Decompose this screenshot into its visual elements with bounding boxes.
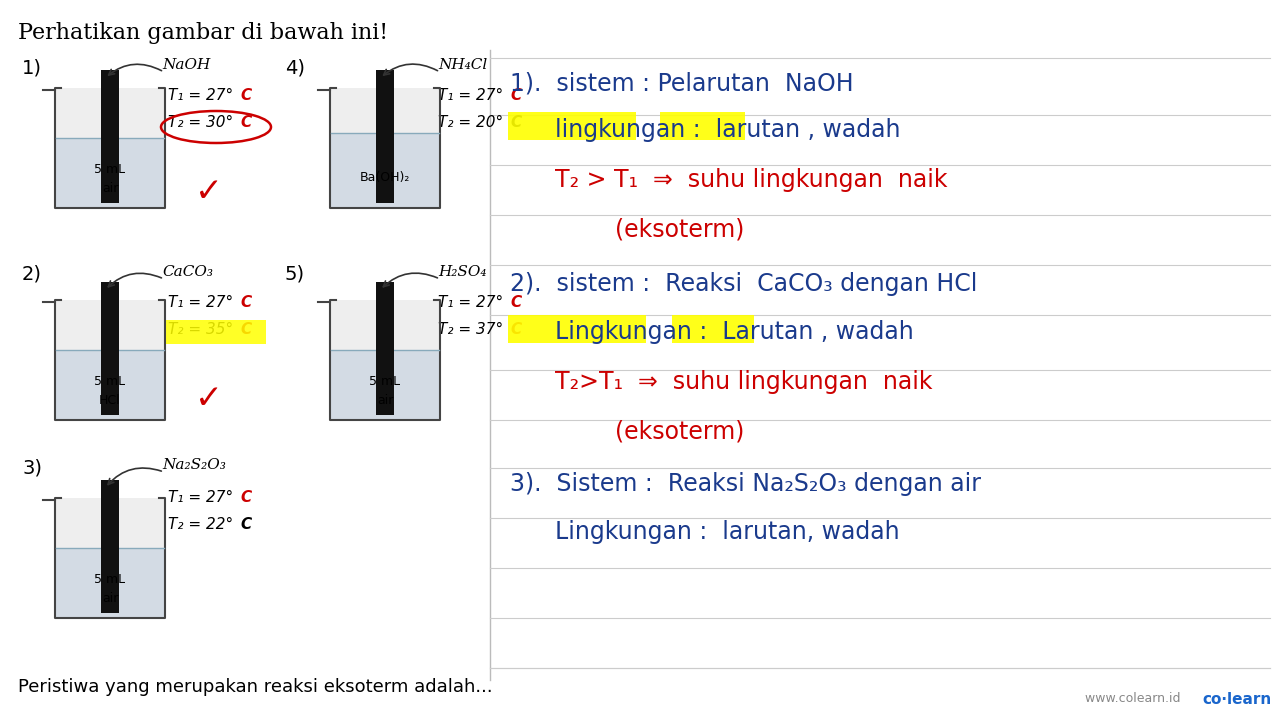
Text: Peristiwa yang merupakan reaksi eksoterm adalah...: Peristiwa yang merupakan reaksi eksoterm… xyxy=(18,678,493,696)
Text: 1).  sistem : Pelarutan  NaOH: 1). sistem : Pelarutan NaOH xyxy=(509,72,854,96)
Text: T₂ = 37°: T₂ = 37° xyxy=(438,322,503,337)
Bar xyxy=(672,315,754,343)
Bar xyxy=(508,112,636,140)
Bar xyxy=(508,315,646,343)
Text: T₂ = 30°: T₂ = 30° xyxy=(168,115,233,130)
Text: T₁ = 27°: T₁ = 27° xyxy=(168,295,233,310)
Text: T₁ = 27°: T₁ = 27° xyxy=(438,295,503,310)
Text: C: C xyxy=(241,115,251,130)
Text: C: C xyxy=(241,295,251,310)
Polygon shape xyxy=(56,350,164,419)
Text: Lingkungan :  Larutan , wadah: Lingkungan : Larutan , wadah xyxy=(509,320,914,344)
Polygon shape xyxy=(56,138,164,207)
Text: C: C xyxy=(241,490,251,505)
Text: co·learn: co·learn xyxy=(1202,692,1271,707)
Polygon shape xyxy=(376,70,394,203)
Text: air: air xyxy=(102,592,118,605)
Text: C: C xyxy=(241,88,251,103)
Text: HCl: HCl xyxy=(99,394,120,407)
Text: Ba(OH)₂: Ba(OH)₂ xyxy=(360,171,410,184)
Polygon shape xyxy=(56,548,164,617)
Text: air: air xyxy=(376,394,393,407)
Text: T₂ = 35°: T₂ = 35° xyxy=(168,322,233,337)
Text: ✓: ✓ xyxy=(195,382,223,415)
Text: (eksoterm): (eksoterm) xyxy=(509,218,745,242)
Text: C: C xyxy=(509,322,521,337)
Text: 5): 5) xyxy=(285,265,305,284)
Text: Lingkungan :  larutan, wadah: Lingkungan : larutan, wadah xyxy=(509,520,900,544)
Text: Na₂S₂O₃: Na₂S₂O₃ xyxy=(163,458,225,472)
Text: (eksoterm): (eksoterm) xyxy=(509,420,745,444)
Text: T₂ = 20°: T₂ = 20° xyxy=(438,115,503,130)
Text: T₂ = 22°: T₂ = 22° xyxy=(168,517,233,532)
Text: 3).  Sistem :  Reaksi Na₂S₂O₃ dengan air: 3). Sistem : Reaksi Na₂S₂O₃ dengan air xyxy=(509,472,980,496)
Text: T₂ > T₁  ⇒  suhu lingkungan  naik: T₂ > T₁ ⇒ suhu lingkungan naik xyxy=(509,168,947,192)
Text: Perhatikan gambar di bawah ini!: Perhatikan gambar di bawah ini! xyxy=(18,22,388,44)
Polygon shape xyxy=(55,498,165,618)
Polygon shape xyxy=(330,300,440,420)
Polygon shape xyxy=(55,88,165,208)
Text: T₁ = 27°: T₁ = 27° xyxy=(168,88,233,103)
Text: C: C xyxy=(509,115,521,130)
Text: 5 mL: 5 mL xyxy=(95,163,125,176)
Polygon shape xyxy=(101,70,119,203)
Polygon shape xyxy=(376,282,394,415)
Bar xyxy=(166,320,266,344)
Text: 5 mL: 5 mL xyxy=(95,375,125,388)
Text: air: air xyxy=(102,182,118,195)
Text: 2).  sistem :  Reaksi  CaCO₃ dengan HCl: 2). sistem : Reaksi CaCO₃ dengan HCl xyxy=(509,272,978,296)
Polygon shape xyxy=(101,480,119,613)
Text: T₁ = 27°: T₁ = 27° xyxy=(168,490,233,505)
Text: lingkungan :  larutan , wadah: lingkungan : larutan , wadah xyxy=(509,118,901,142)
Polygon shape xyxy=(101,282,119,415)
Text: ✓: ✓ xyxy=(195,175,223,208)
Text: NH₄Cl: NH₄Cl xyxy=(438,58,488,72)
Text: 3): 3) xyxy=(22,458,42,477)
Text: 2): 2) xyxy=(22,265,42,284)
Text: www.colearn.id: www.colearn.id xyxy=(1085,692,1189,705)
Text: C: C xyxy=(241,322,251,337)
Polygon shape xyxy=(330,88,440,208)
Text: 5 mL: 5 mL xyxy=(370,375,401,388)
Text: C: C xyxy=(241,517,251,532)
Polygon shape xyxy=(332,133,439,207)
Text: 1): 1) xyxy=(22,58,42,77)
Polygon shape xyxy=(332,350,439,419)
Text: C: C xyxy=(509,88,521,103)
Text: 5 mL: 5 mL xyxy=(95,573,125,586)
Text: 4): 4) xyxy=(285,58,305,77)
Text: C: C xyxy=(509,295,521,310)
Text: H₂SO₄: H₂SO₄ xyxy=(438,265,486,279)
Text: CaCO₃: CaCO₃ xyxy=(163,265,212,279)
Text: T₂>T₁  ⇒  suhu lingkungan  naik: T₂>T₁ ⇒ suhu lingkungan naik xyxy=(509,370,933,394)
Bar xyxy=(660,112,745,140)
Text: T₁ = 27°: T₁ = 27° xyxy=(438,88,503,103)
Text: NaOH: NaOH xyxy=(163,58,210,72)
Polygon shape xyxy=(55,300,165,420)
